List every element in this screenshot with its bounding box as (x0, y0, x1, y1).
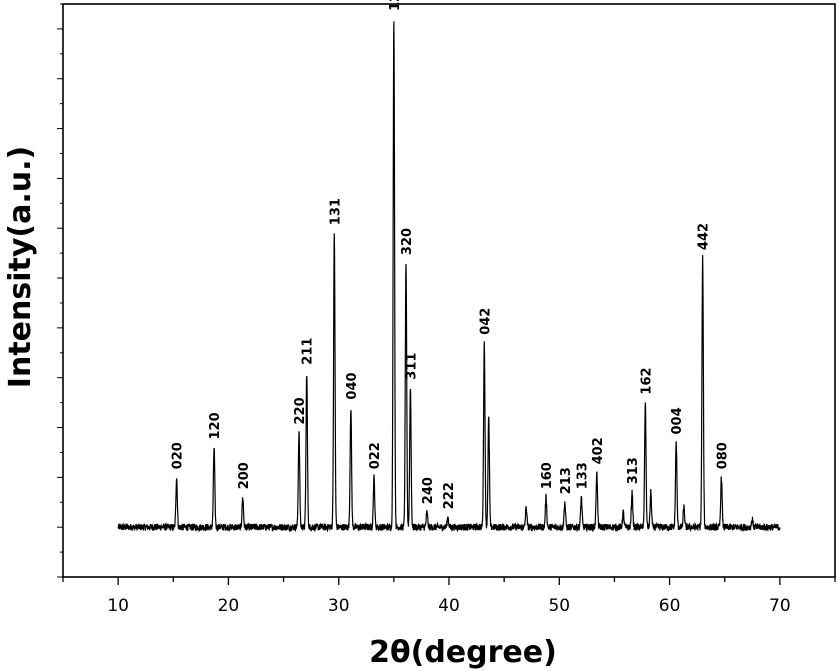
peak-label-320: 320 (400, 228, 415, 255)
peak-label-442: 442 (697, 223, 712, 250)
x-tick-label: 40 (438, 596, 460, 616)
peak-label-160: 160 (540, 462, 555, 489)
peak-label-040: 040 (345, 372, 360, 399)
peak-label-200: 200 (237, 462, 252, 489)
peak-label-162: 162 (639, 367, 654, 394)
peak-label-133: 133 (575, 462, 590, 489)
peak-label-120: 120 (208, 412, 223, 439)
peak-label-311: 311 (404, 353, 419, 380)
peak-label-220: 220 (293, 397, 308, 424)
peak-label-222: 222 (442, 482, 457, 509)
peak-label-004: 004 (670, 407, 685, 434)
diffraction-pattern-line (117, 21, 781, 533)
peak-label-131: 131 (328, 198, 343, 225)
peak-label-080: 080 (715, 442, 730, 469)
x-tick-label: 70 (769, 596, 791, 616)
x-tick-label: 50 (548, 596, 570, 616)
x-axis-title: 2θ(degree) (369, 635, 557, 670)
x-tick-label: 60 (659, 596, 681, 616)
x-tick-label: 10 (107, 596, 129, 616)
peak-label-020: 020 (171, 442, 186, 469)
peak-label-213: 213 (559, 467, 574, 494)
peak-label-022: 022 (368, 442, 383, 469)
peak-label-042: 042 (478, 308, 493, 335)
peak-label-122: 122 (388, 0, 403, 11)
peak-label-402: 402 (591, 437, 606, 464)
peak-label-240: 240 (421, 477, 436, 504)
peak-label-211: 211 (301, 338, 316, 365)
y-axis-title: Intensity(a.u.) (3, 146, 38, 388)
peak-label-313: 313 (626, 457, 641, 484)
x-tick-label: 20 (218, 596, 240, 616)
plot-area: 10 20 30 40 50 60 70 020 120 200 220 211 131 040 022 12… (57, 0, 836, 616)
x-tick-label: 30 (328, 596, 350, 616)
